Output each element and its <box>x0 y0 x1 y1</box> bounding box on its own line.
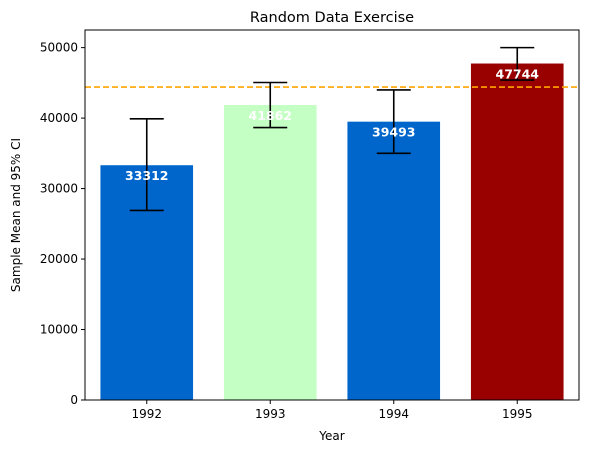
error-bar-1993 <box>253 81 288 129</box>
error-bar-1992 <box>129 118 164 212</box>
y-tick-label: 30000 <box>40 182 78 196</box>
x-tick-label: 1993 <box>255 407 286 421</box>
error-bars-layer <box>129 46 535 212</box>
bar-value-label: 41862 <box>249 108 293 123</box>
error-bar-1995 <box>500 46 535 81</box>
bar-value-label: 39493 <box>372 125 416 140</box>
y-tick-label: 40000 <box>40 111 78 125</box>
y-tick-label: 10000 <box>40 323 78 337</box>
bar-value-label: 33312 <box>125 168 169 183</box>
x-tick-label: 1992 <box>131 407 162 421</box>
error-bar-1994 <box>376 89 411 155</box>
bar-1995 <box>470 63 564 401</box>
y-tick-label: 50000 <box>40 41 78 55</box>
bar-value-label: 47744 <box>496 67 540 82</box>
y-axis-ticks: 0 10000 20000 30000 40000 50000 <box>40 41 85 407</box>
x-tick-label: 1995 <box>502 407 533 421</box>
bars-layer <box>100 63 564 401</box>
bar-labels-layer: 33312 41862 39493 47744 <box>125 67 539 184</box>
x-tick-label: 1994 <box>378 407 409 421</box>
bar-1993 <box>223 104 317 401</box>
y-tick-label: 0 <box>70 393 78 407</box>
bar-1994 <box>347 121 441 400</box>
y-axis-label: Sample Mean and 95% CI <box>9 138 23 292</box>
y-tick-label: 20000 <box>40 252 78 266</box>
x-axis-label: Year <box>318 429 344 443</box>
plot-frame <box>84 29 580 401</box>
chart-title: Random Data Exercise <box>250 10 414 26</box>
x-axis-ticks: 1992 1993 1994 1995 <box>131 400 533 421</box>
